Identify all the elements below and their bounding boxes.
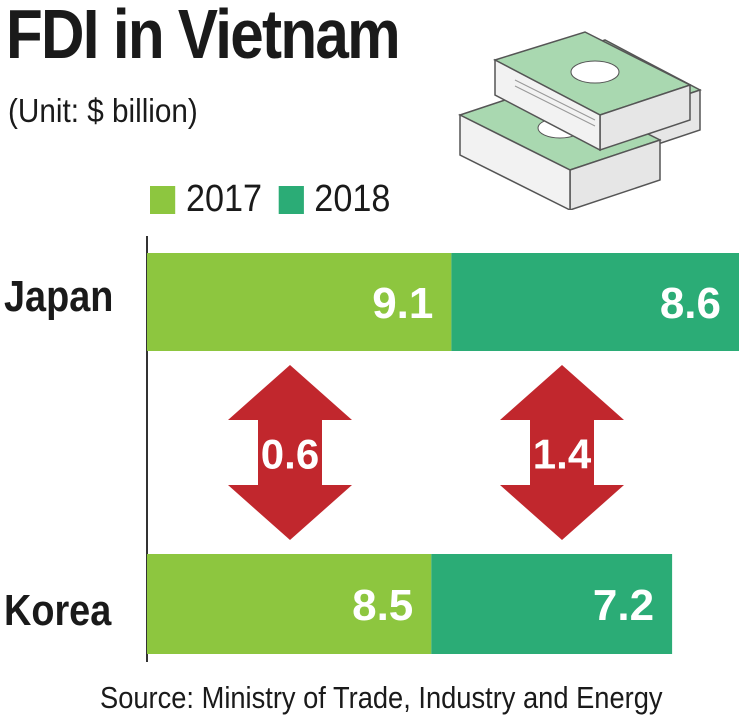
- bar-korea-2018: [431, 554, 673, 654]
- category-label-japan: Japan: [4, 272, 114, 321]
- bar-japan-2018: [451, 253, 739, 351]
- data-label-japan-2018: 8.6: [660, 279, 721, 328]
- category-label-korea: Korea: [4, 586, 112, 635]
- data-label-japan-2017: 9.1: [372, 279, 433, 328]
- legend-swatch-2018: [278, 185, 304, 214]
- money-stacks-icon: [458, 31, 702, 210]
- difference-label-2017: 0.6: [261, 431, 319, 478]
- source-note: Source: Ministry of Trade, Industry and …: [100, 680, 663, 715]
- bar-japan-2017: [147, 253, 452, 351]
- bar-chart: 9.1 8.6 8.5 7.2 0.6 1.4: [146, 236, 739, 662]
- difference-arrow-2017: [228, 365, 352, 540]
- difference-label-2018: 1.4: [533, 431, 592, 478]
- difference-arrow-2018: [500, 365, 624, 540]
- legend-label-2018: 2018: [314, 178, 391, 220]
- legend-item-2017: 2017: [150, 178, 262, 221]
- unit-label: (Unit: $ billion): [8, 92, 198, 129]
- bar-korea-2017: [147, 554, 432, 654]
- legend-item-2018: 2018: [278, 178, 390, 221]
- legend: 2017 2018: [150, 178, 407, 221]
- chart-title: FDI in Vietnam: [6, 0, 401, 73]
- data-label-korea-2018: 7.2: [593, 581, 654, 630]
- data-label-korea-2017: 8.5: [352, 581, 413, 630]
- legend-label-2017: 2017: [186, 178, 263, 220]
- legend-swatch-2017: [150, 185, 176, 214]
